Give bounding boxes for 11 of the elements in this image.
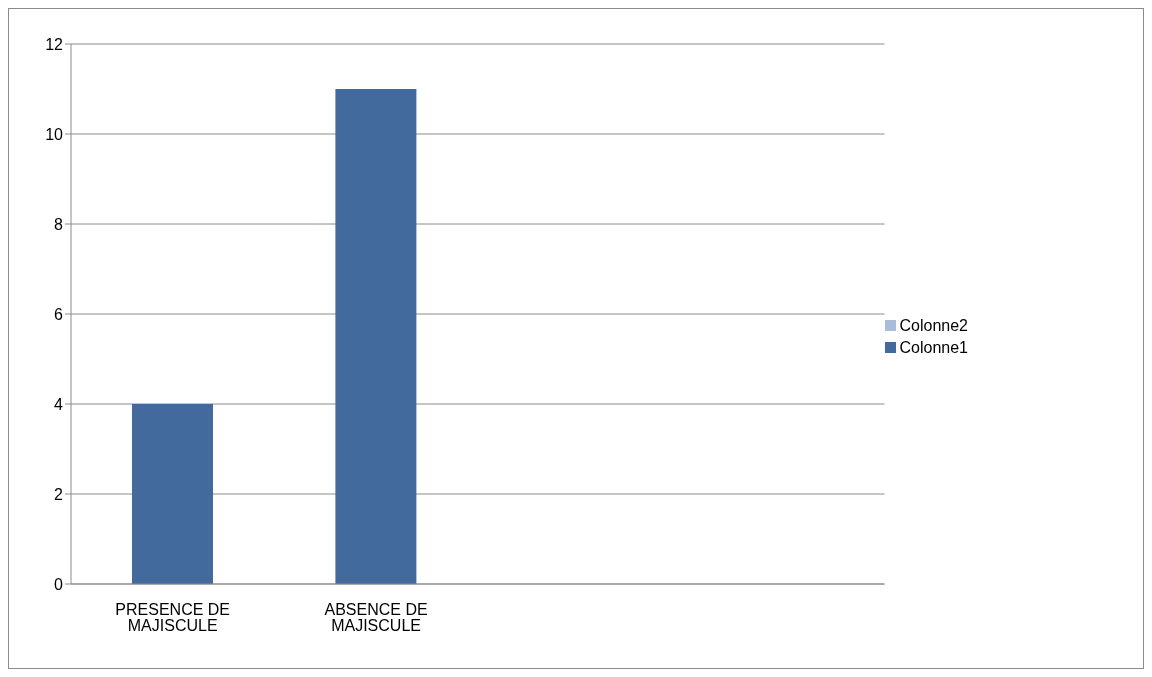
- x-tick-label: PRESENCE DE MAJISCULE: [115, 601, 231, 635]
- y-tick-label: 6: [54, 305, 64, 323]
- y-tick-label: 4: [54, 395, 64, 413]
- y-tick-label: 10: [45, 125, 64, 143]
- y-tick-label: 2: [54, 485, 64, 503]
- legend-label: Colonne2: [899, 316, 968, 335]
- y-tick-label: 12: [45, 35, 64, 53]
- x-tick-label: ABSENCE DE MAJISCULE: [324, 601, 428, 635]
- y-tick-label: 8: [54, 215, 64, 233]
- legend-label: Colonne1: [899, 338, 968, 357]
- y-tick-label: 0: [54, 575, 64, 593]
